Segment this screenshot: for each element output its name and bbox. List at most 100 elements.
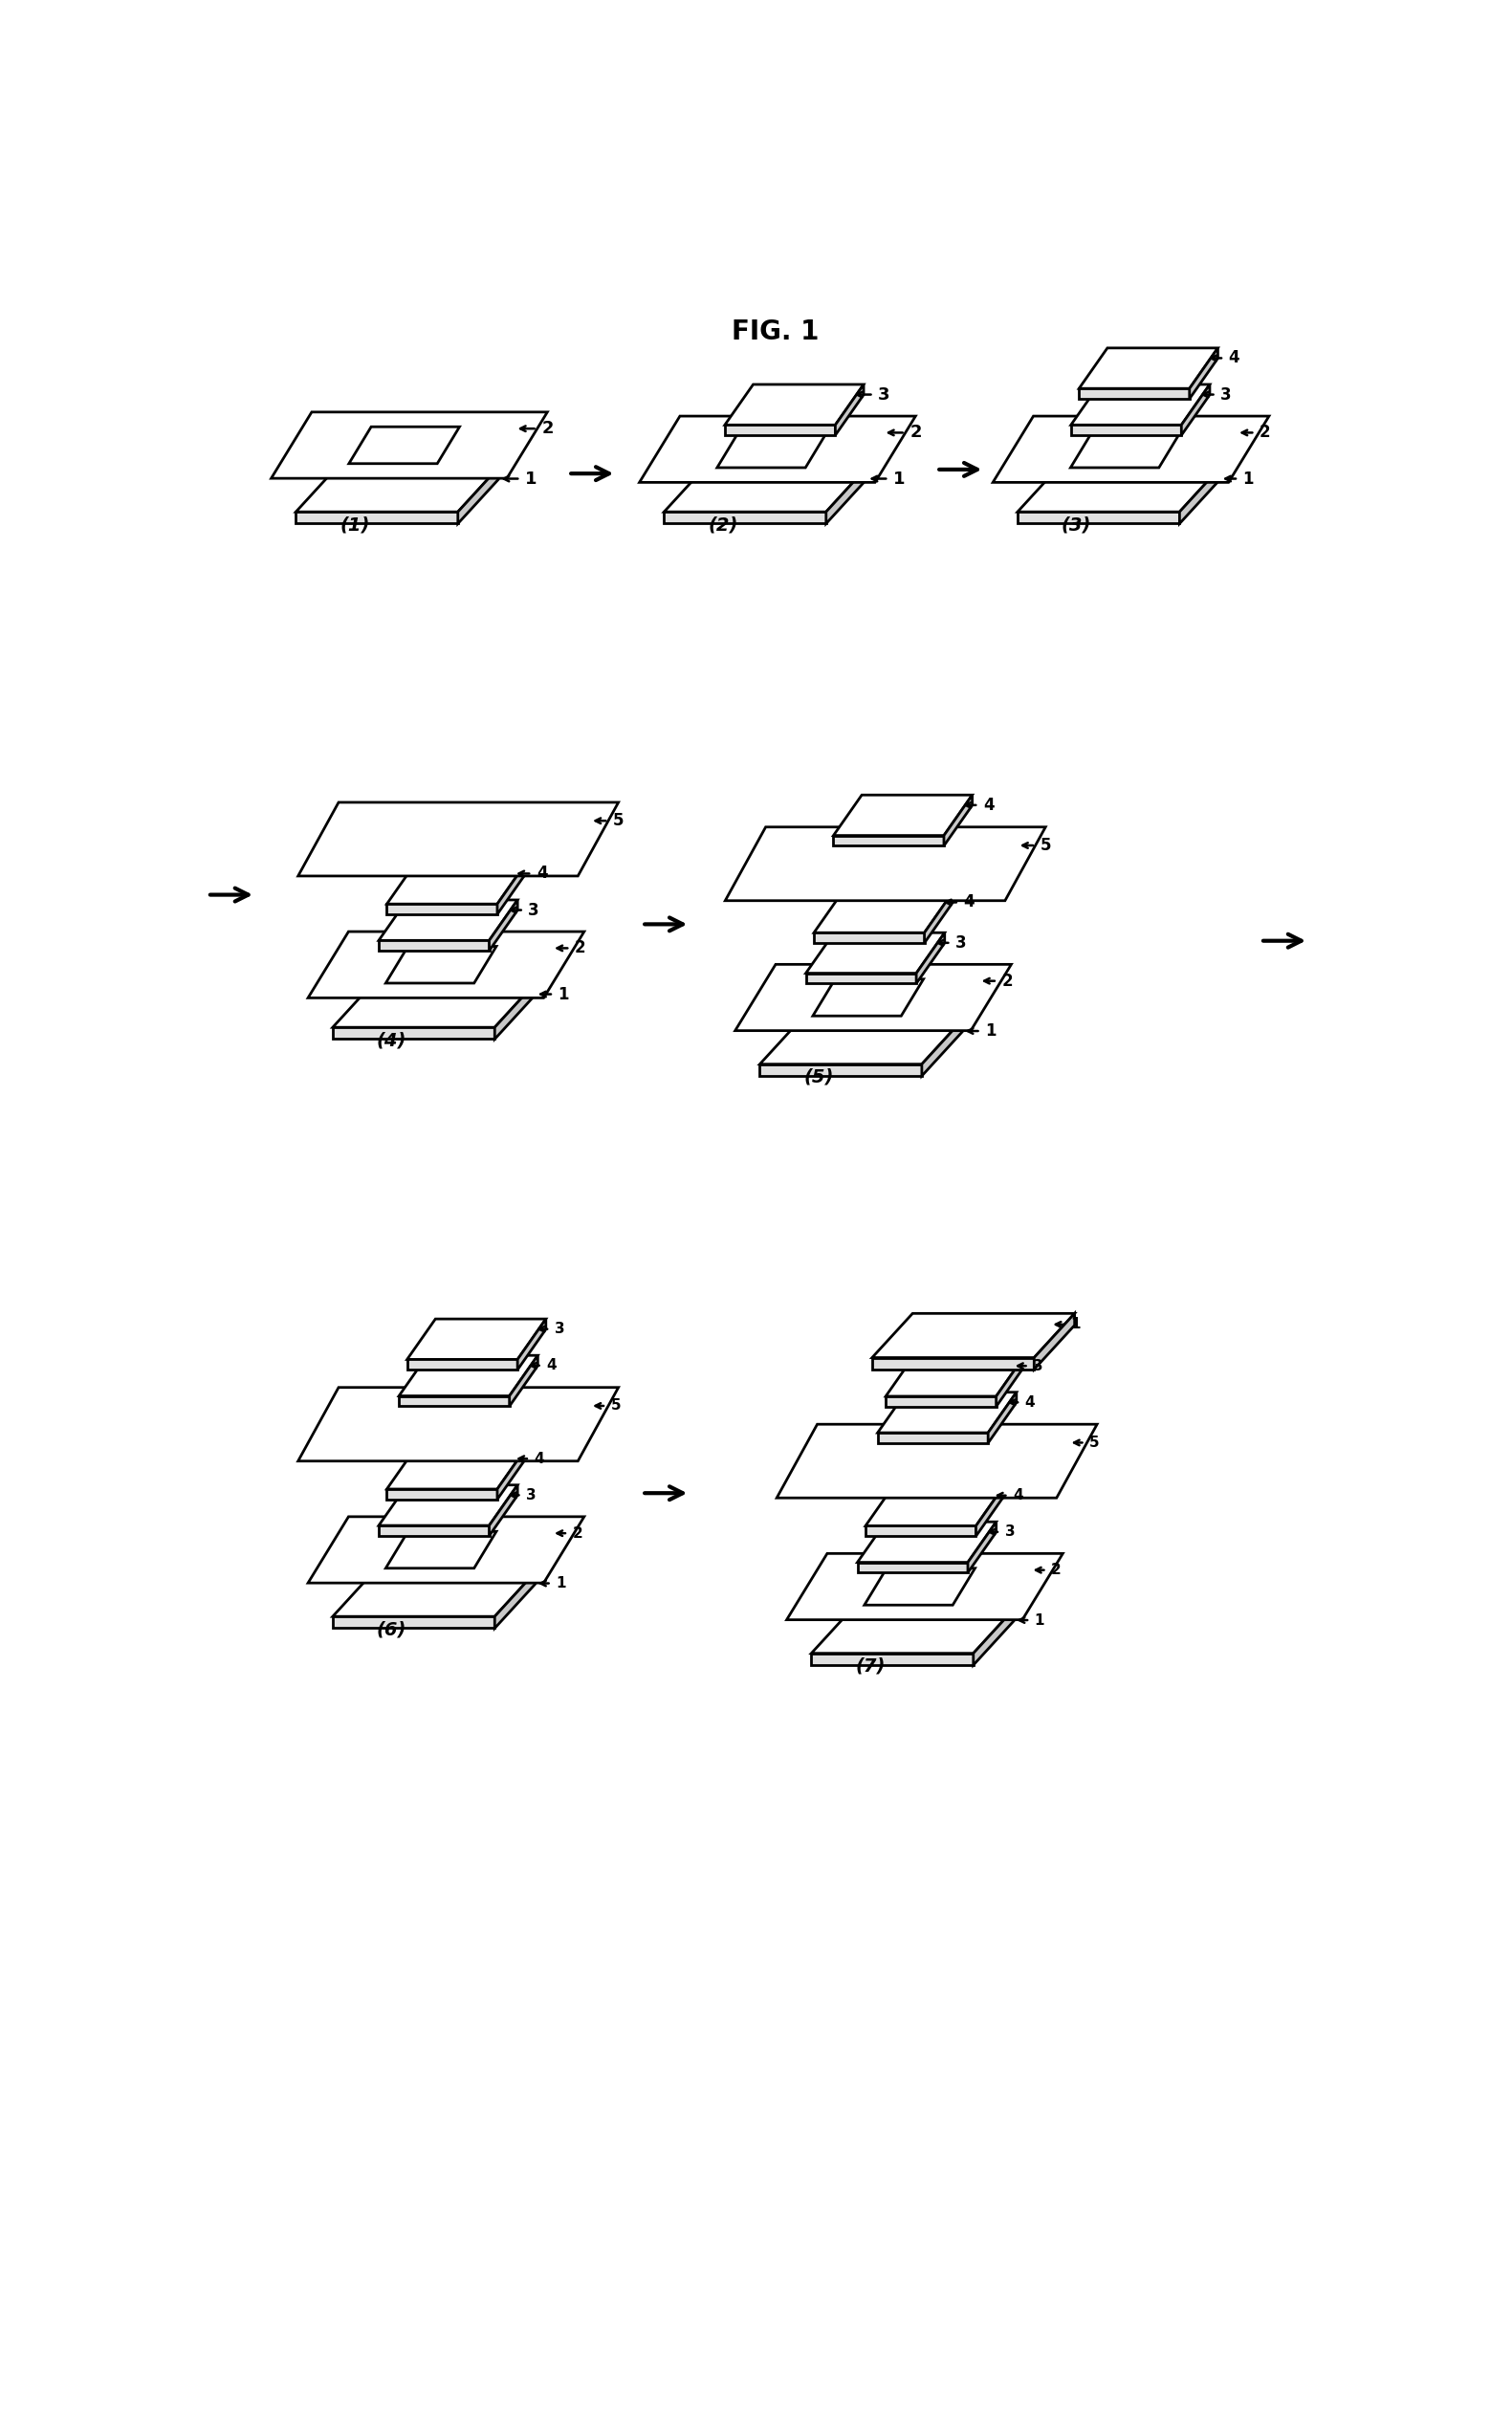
Polygon shape	[806, 933, 945, 972]
Text: 5: 5	[1089, 1435, 1099, 1450]
Text: 3: 3	[878, 386, 891, 403]
Polygon shape	[497, 863, 526, 914]
Polygon shape	[458, 468, 499, 523]
Polygon shape	[1179, 468, 1220, 523]
Polygon shape	[916, 933, 945, 984]
Text: 4: 4	[537, 866, 547, 883]
Text: FIG. 1: FIG. 1	[732, 318, 818, 345]
Polygon shape	[826, 468, 866, 523]
Polygon shape	[877, 1433, 987, 1442]
Polygon shape	[490, 900, 517, 950]
Polygon shape	[813, 933, 924, 943]
Polygon shape	[407, 1319, 546, 1360]
Polygon shape	[865, 1527, 975, 1536]
Text: 1: 1	[986, 1023, 996, 1040]
Text: 3: 3	[956, 933, 966, 950]
Polygon shape	[387, 1488, 497, 1500]
Text: (7): (7)	[856, 1657, 885, 1676]
Polygon shape	[812, 1609, 1015, 1652]
Text: (5): (5)	[804, 1069, 833, 1085]
Text: 4: 4	[1013, 1488, 1024, 1503]
Polygon shape	[813, 892, 953, 933]
Text: 2: 2	[575, 941, 585, 958]
Text: 1: 1	[1243, 470, 1253, 487]
Polygon shape	[1080, 388, 1190, 398]
Text: 2: 2	[1051, 1563, 1061, 1577]
Polygon shape	[333, 1616, 494, 1628]
Polygon shape	[399, 1397, 510, 1406]
Text: 1: 1	[1034, 1614, 1045, 1628]
Polygon shape	[296, 468, 499, 511]
Text: 4: 4	[963, 895, 975, 912]
Text: 3: 3	[1220, 386, 1232, 403]
Polygon shape	[968, 1522, 996, 1573]
Polygon shape	[386, 946, 496, 984]
Text: 1: 1	[525, 470, 537, 487]
Polygon shape	[975, 1486, 1004, 1536]
Text: 1: 1	[556, 1575, 565, 1590]
Polygon shape	[490, 1486, 517, 1536]
Text: 4: 4	[546, 1358, 556, 1372]
Text: 3: 3	[1033, 1358, 1043, 1372]
Text: 3: 3	[1004, 1524, 1015, 1539]
Text: (6): (6)	[376, 1621, 407, 1638]
Polygon shape	[813, 979, 924, 1015]
Polygon shape	[724, 425, 835, 434]
Text: 2: 2	[1002, 972, 1013, 989]
Polygon shape	[726, 827, 1045, 900]
Polygon shape	[349, 427, 460, 463]
Text: (3): (3)	[1061, 516, 1092, 533]
Text: 2: 2	[541, 420, 553, 437]
Polygon shape	[974, 1609, 1015, 1664]
Polygon shape	[308, 1517, 584, 1582]
Polygon shape	[497, 1450, 526, 1500]
Text: 2: 2	[573, 1527, 582, 1541]
Text: 5: 5	[612, 813, 624, 830]
Polygon shape	[833, 796, 972, 835]
Polygon shape	[1070, 384, 1210, 425]
Polygon shape	[1018, 468, 1220, 511]
Text: 1: 1	[894, 470, 906, 487]
Polygon shape	[510, 1356, 538, 1406]
Text: 4: 4	[1025, 1394, 1036, 1409]
Polygon shape	[640, 417, 916, 482]
Polygon shape	[1080, 347, 1217, 388]
Text: 2: 2	[910, 425, 922, 441]
Polygon shape	[877, 1392, 1016, 1433]
Polygon shape	[333, 1028, 494, 1040]
Polygon shape	[886, 1356, 1025, 1397]
Polygon shape	[494, 1573, 535, 1628]
Polygon shape	[717, 432, 827, 468]
Polygon shape	[943, 796, 972, 847]
Polygon shape	[777, 1423, 1098, 1498]
Polygon shape	[1018, 511, 1179, 523]
Polygon shape	[378, 1524, 490, 1536]
Polygon shape	[993, 417, 1269, 482]
Polygon shape	[386, 1532, 496, 1568]
Polygon shape	[857, 1522, 996, 1563]
Text: 4: 4	[983, 796, 993, 813]
Text: 4: 4	[534, 1452, 544, 1466]
Polygon shape	[812, 1652, 974, 1664]
Polygon shape	[724, 384, 863, 425]
Polygon shape	[1034, 1315, 1075, 1370]
Polygon shape	[924, 892, 953, 943]
Polygon shape	[271, 412, 547, 478]
Polygon shape	[865, 1486, 1004, 1527]
Polygon shape	[407, 1360, 517, 1370]
Polygon shape	[922, 1020, 962, 1076]
Polygon shape	[308, 931, 584, 999]
Text: 4: 4	[1229, 350, 1240, 367]
Text: 1: 1	[558, 987, 569, 1003]
Polygon shape	[296, 511, 458, 523]
Polygon shape	[761, 1064, 922, 1076]
Polygon shape	[872, 1315, 1075, 1358]
Text: 3: 3	[528, 902, 540, 919]
Polygon shape	[987, 1392, 1016, 1442]
Polygon shape	[664, 468, 866, 511]
Polygon shape	[735, 965, 1012, 1030]
Polygon shape	[494, 984, 535, 1040]
Polygon shape	[399, 1356, 538, 1397]
Text: 5: 5	[1040, 837, 1051, 854]
Text: 5: 5	[611, 1399, 621, 1413]
